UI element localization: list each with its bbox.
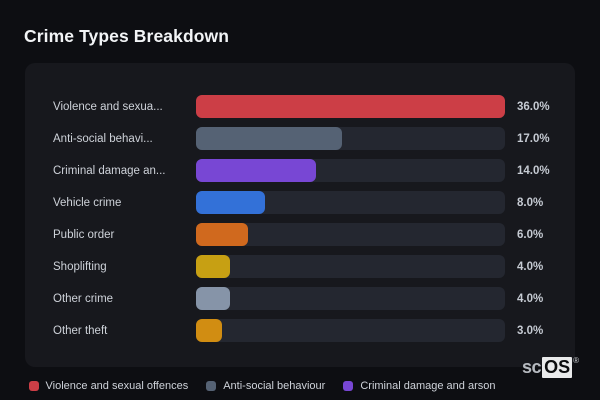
legend-swatch-icon [206,381,217,391]
bar-track [196,127,505,150]
legend-swatch-icon [343,381,354,391]
bar-row: Shoplifting 4.0% [53,255,575,278]
bar-row: Criminal damage an... 14.0% [53,159,575,182]
bar-row: Other crime 4.0% [53,287,575,310]
bar-label: Violence and sexua... [53,100,163,113]
scos-logo-name: OS [542,357,573,378]
bar-row: Other theft 3.0% [53,319,575,342]
legend-swatch-icon [28,381,39,391]
bar-value-label: 17.0% [517,132,550,145]
bar[interactable] [196,255,231,278]
registered-mark-icon: ® [573,356,579,365]
legend-label: Criminal damage and arson [360,380,496,392]
bar-row: Anti-social behavi... 17.0% [53,127,575,150]
bar[interactable] [196,319,222,342]
bar-track [196,223,505,246]
bar-label: Other crime [53,292,114,305]
bar-track [196,95,505,118]
bar-label: Shoplifting [53,260,107,273]
bar[interactable] [196,223,248,246]
legend-item[interactable]: Anti-social behaviour [206,380,325,392]
legend-label: Anti-social behaviour [223,380,326,392]
legend-item[interactable]: Criminal damage and arson [343,380,495,392]
bar-value-label: 8.0% [517,196,544,209]
bar[interactable] [196,287,231,310]
bar-track [196,255,505,278]
bar-track [196,287,505,310]
bar-label: Criminal damage an... [53,164,166,177]
bar-row: Violence and sexua... 36.0% [53,95,575,118]
bar-value-label: 3.0% [517,324,544,337]
bar-value-label: 6.0% [517,228,544,241]
scos-logo-prefix: sc [522,357,542,377]
bar-track [196,159,505,182]
bar-track [196,191,505,214]
chart-card: Violence and sexua... 36.0% Anti-social be… [25,63,575,367]
bar-track [196,319,505,342]
bar-rows: Violence and sexua... 36.0% Anti-social be… [53,95,575,342]
bar-value-label: 36.0% [517,100,550,113]
bar[interactable] [196,95,505,118]
legend-item[interactable]: Violence and sexual offences [28,380,189,392]
bar-label: Vehicle crime [53,196,122,209]
bar-value-label: 4.0% [517,292,544,305]
bar-label: Other theft [53,324,108,337]
legend: Violence and sexual offences Anti-social … [0,380,600,392]
bar[interactable] [196,159,317,182]
page-title: Crime Types Breakdown [24,26,230,46]
bar-value-label: 4.0% [517,260,544,273]
scos-logo: sc OS ® [522,357,579,378]
legend-label: Violence and sexual offences [45,380,189,392]
bar-row: Public order 6.0% [53,223,575,246]
bar-label: Public order [53,228,115,241]
bar[interactable] [196,191,265,214]
bar-label: Anti-social behavi... [53,132,153,145]
bar-value-label: 14.0% [517,164,550,177]
bar[interactable] [196,127,342,150]
bar-row: Vehicle crime 8.0% [53,191,575,214]
